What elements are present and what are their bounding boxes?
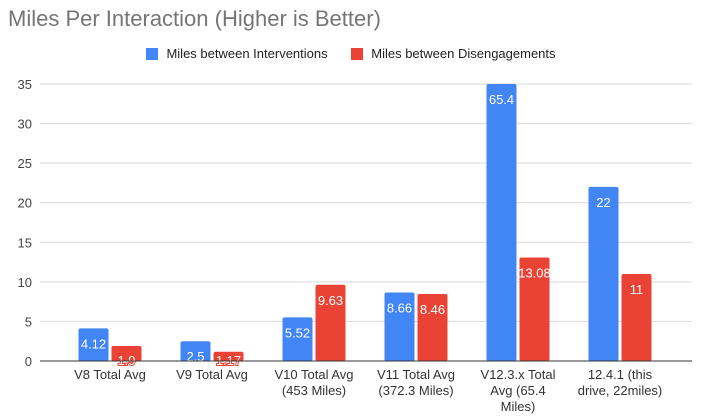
legend-label: Miles between Disengagements xyxy=(371,46,556,61)
bar-disengagements xyxy=(315,284,346,361)
data-label: 5.52 xyxy=(285,325,310,340)
x-tick-label: 12.4.1 (this xyxy=(588,367,653,382)
data-label: 22 xyxy=(596,195,610,210)
y-tick-label: 15 xyxy=(18,235,32,250)
x-tick-label: V9 Total Avg xyxy=(176,367,248,382)
bar-disengagements xyxy=(621,273,652,361)
y-tick-label: 20 xyxy=(18,196,32,211)
chart-title: Miles Per Interaction (Higher is Better) xyxy=(8,6,381,31)
x-tick-label: Miles) xyxy=(501,399,536,414)
x-tick-label: drive, 22miles) xyxy=(578,383,663,398)
data-label: 8.66 xyxy=(387,300,412,315)
x-tick-label: V11 Total Avg xyxy=(377,367,455,382)
y-tick-label: 10 xyxy=(18,275,32,290)
y-tick-label: 25 xyxy=(18,156,32,171)
bar-interventions xyxy=(78,328,109,361)
bar-disengagements xyxy=(519,257,550,361)
bar-disengagements xyxy=(111,345,142,361)
data-label: 9.63 xyxy=(318,293,343,308)
x-tick-label: (372.3 Miles) xyxy=(378,383,453,398)
data-label: 11 xyxy=(630,282,644,297)
x-tick-label: V8 Total Avg xyxy=(74,367,146,382)
legend-swatch xyxy=(351,47,364,60)
bar-disengagements xyxy=(213,351,244,361)
y-tick-label: 0 xyxy=(25,354,32,369)
y-tick-label: 5 xyxy=(25,314,32,329)
y-tick-label: 30 xyxy=(18,117,32,132)
data-label: 2.5 xyxy=(186,349,204,364)
legend: Miles between Interventions Miles betwee… xyxy=(0,46,702,63)
data-label: 4.12 xyxy=(81,336,106,351)
bar-interventions xyxy=(588,186,619,361)
legend-item-interventions: Miles between Interventions xyxy=(146,46,328,61)
x-tick-label: (453 Miles) xyxy=(282,383,346,398)
bar-disengagements xyxy=(417,294,448,361)
bar-interventions xyxy=(180,341,211,361)
x-tick-label: Avg (65.4 xyxy=(490,383,545,398)
legend-label: Miles between Interventions xyxy=(166,46,328,61)
bar-interventions xyxy=(282,317,313,361)
data-label: 65.4 xyxy=(489,92,514,107)
legend-item-disengagements: Miles between Disengagements xyxy=(351,46,556,61)
data-label: 13.08 xyxy=(518,265,551,280)
data-label: 8.46 xyxy=(420,302,445,317)
bar-interventions xyxy=(486,84,517,361)
bar-interventions xyxy=(384,292,415,361)
x-tick-label: V12.3.x Total xyxy=(481,367,556,382)
y-tick-label: 35 xyxy=(18,77,32,92)
x-tick-label: V10 Total Avg xyxy=(274,367,353,382)
legend-swatch xyxy=(146,47,159,60)
